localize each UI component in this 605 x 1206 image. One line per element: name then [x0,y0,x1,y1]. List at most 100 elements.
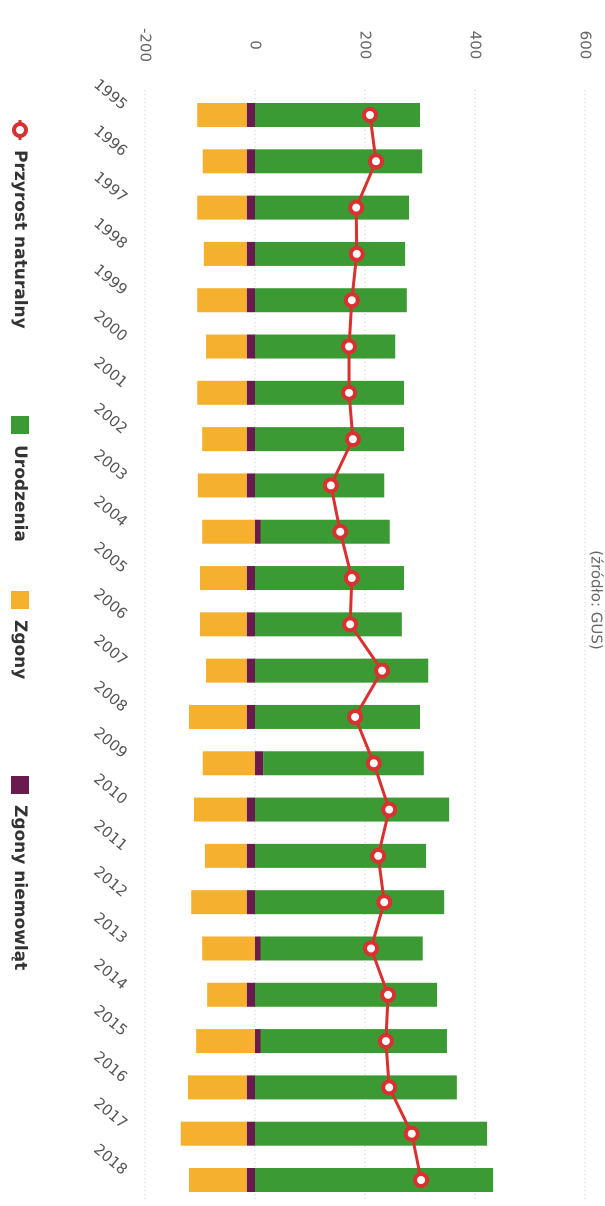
bar [246,1075,255,1100]
bar [202,751,255,776]
bar [246,566,255,591]
y-tick-label: 2010 [90,770,131,808]
y-tick-label: 2008 [90,677,131,715]
bar [246,149,255,174]
y-tick-label: 2001 [90,353,131,391]
bar [255,380,405,405]
bar [246,473,255,498]
legend-label: Zgony niemowląt [10,805,30,970]
bar [189,704,247,729]
bar [246,195,255,220]
bar [246,103,255,127]
y-tick-label: 2018 [90,1140,131,1178]
point [341,384,358,401]
bar [255,334,396,359]
y-tick-label: 2015 [90,1001,131,1039]
point [343,570,360,587]
bar [191,890,247,915]
x-tick-label: -200 [137,28,155,62]
point [413,1172,430,1188]
legend-marker [11,591,29,609]
point [403,1125,420,1142]
legend-label: Przyrost naturalny [10,150,30,329]
bar [255,519,261,544]
legend-label: Urodzenia [10,445,30,542]
point [343,292,360,309]
y-tick-label: 2017 [90,1094,131,1132]
bar [260,1029,447,1054]
bar [255,1029,261,1054]
point [368,153,384,170]
bar [255,1168,494,1192]
point [361,107,378,123]
bar [246,612,255,637]
bar [246,380,255,405]
point [381,1079,398,1096]
bar [255,658,429,683]
bar [202,519,255,544]
y-tick-label: 2014 [90,955,131,993]
point [342,616,359,633]
x-tick-label: 0 [247,40,265,50]
y-tick-label: 1999 [90,260,131,298]
bar [255,427,405,452]
point [348,245,365,262]
y-tick-label: 2006 [90,585,131,623]
point [348,199,365,216]
bar [197,288,247,313]
point [363,940,380,957]
y-tick-label: 2002 [90,399,131,437]
bar [246,658,255,683]
bar [197,195,247,220]
bar [255,103,420,127]
bar [260,936,423,961]
bar [246,704,255,729]
legend-marker [12,122,28,138]
bar [255,149,423,174]
y-tick-label: 2003 [90,446,131,484]
legend-marker [11,416,29,434]
point [377,1033,394,1050]
y-tick-label: 2016 [90,1048,131,1086]
bar [246,843,255,868]
bar [203,241,247,266]
bar [197,380,247,405]
y-tick-label: 2013 [90,909,131,947]
y-tick-label: 2009 [90,723,131,761]
bar [255,241,406,266]
bar [193,797,247,822]
bar [246,890,255,915]
y-tick-label: 2011 [90,816,131,854]
bar [255,1075,457,1100]
bar [246,1168,255,1192]
y-tick-label: 1998 [90,214,131,252]
point [322,477,339,494]
bar [255,612,402,637]
point [374,662,391,679]
point [344,431,361,448]
x-tick-label: 600 [577,31,595,60]
bar [196,1029,255,1054]
bar [255,473,385,498]
bar [255,195,409,220]
bar [197,473,247,498]
legend-marker [11,776,29,794]
x-tick-label: 200 [357,31,375,60]
point [347,708,364,725]
bar [255,982,438,1007]
point [380,986,397,1003]
bar [255,936,261,961]
bar [255,843,427,868]
bar [255,288,407,313]
point [365,755,382,772]
y-tick-label: 2005 [90,538,131,576]
point [370,847,387,864]
bar [197,103,247,127]
y-tick-label: 2007 [90,631,131,669]
y-tick-label: 1995 [90,75,131,113]
bar [246,982,255,1007]
y-tick-label: 2004 [90,492,131,530]
y-tick-label: 2012 [90,862,131,900]
bar [204,843,247,868]
